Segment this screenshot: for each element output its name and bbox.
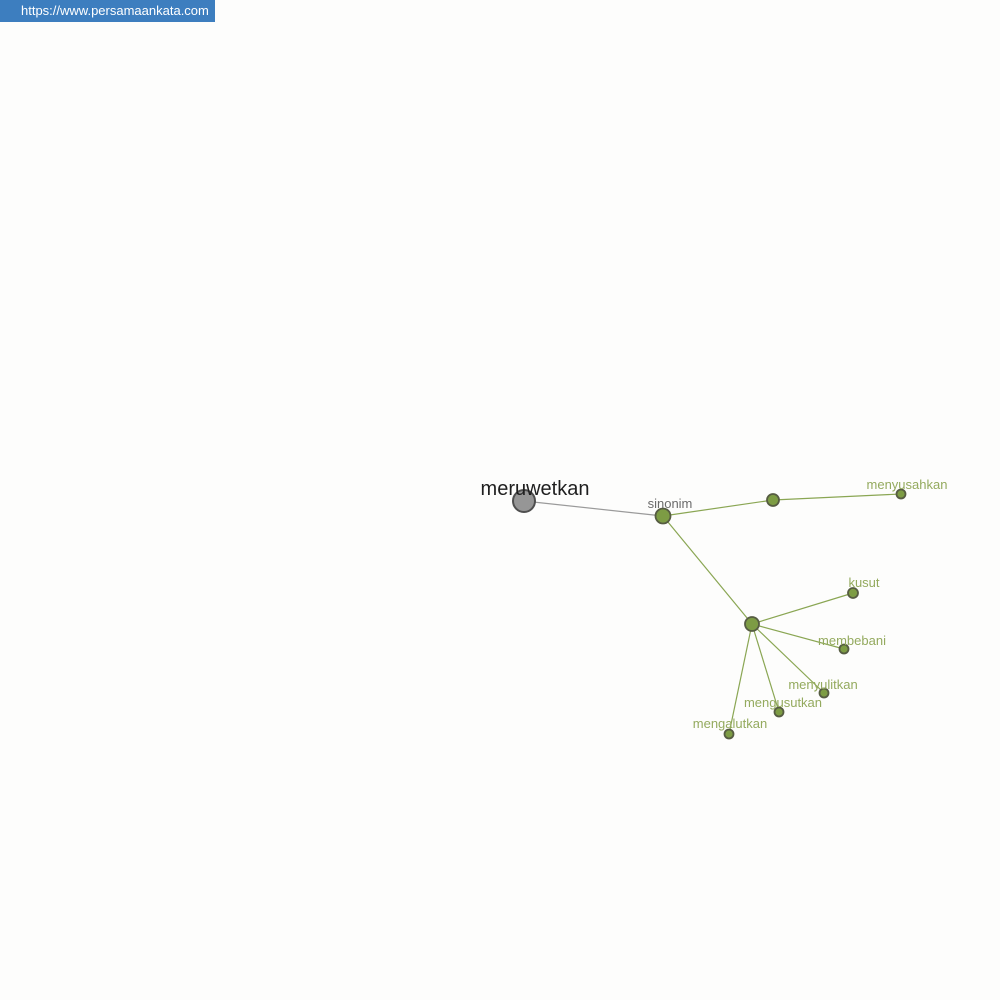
node-label-meruwetkan: meruwetkan — [481, 478, 590, 500]
edge-meruwetkan-sinonim — [523, 500, 664, 517]
node-label-menyusahkan: menyusahkan — [867, 477, 948, 492]
edge-junction-1-menyusahkan — [772, 493, 902, 501]
node-label-mengalutkan: mengalutkan — [693, 716, 767, 731]
node-junction-2[interactable] — [744, 616, 760, 632]
node-label-membebani: membebani — [818, 633, 886, 648]
edge-junction-2-mengusutkan — [751, 623, 780, 713]
edge-sinonim-junction-2 — [662, 515, 753, 625]
node-mengusutkan[interactable] — [773, 706, 785, 718]
node-mengalutkan[interactable] — [723, 728, 735, 740]
edges-layer — [523, 493, 902, 735]
node-label-mengusutkan: mengusutkan — [744, 695, 822, 710]
edge-junction-2-kusut — [751, 592, 854, 625]
edge-sinonim-junction-1 — [662, 499, 774, 517]
node-meruwetkan[interactable] — [512, 489, 536, 513]
node-menyusahkan[interactable] — [895, 488, 907, 500]
edge-junction-2-membebani — [751, 623, 845, 650]
node-label-sinonim: sinonim — [648, 496, 693, 511]
node-membebani[interactable] — [838, 643, 850, 655]
node-kusut[interactable] — [847, 587, 859, 599]
nodes-layer — [512, 488, 907, 740]
node-sinonim[interactable] — [654, 507, 672, 525]
site-url-badge[interactable]: https://www.persamaankata.com — [0, 0, 215, 22]
node-label-menyulitkan: menyulitkan — [788, 677, 857, 692]
edge-junction-2-mengalutkan — [728, 623, 753, 735]
edge-junction-2-menyulitkan — [751, 623, 825, 694]
node-menyulitkan[interactable] — [818, 687, 830, 699]
labels-layer: meruwetkan sinonim menyusahkan kusut membeba… — [481, 477, 948, 731]
node-label-kusut: kusut — [848, 575, 879, 590]
node-junction-1[interactable] — [766, 493, 780, 507]
